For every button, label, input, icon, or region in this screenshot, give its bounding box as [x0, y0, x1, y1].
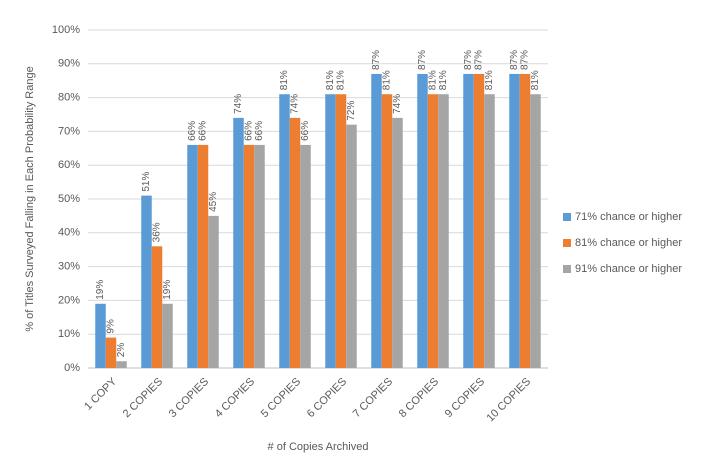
y-tick-label: 10% [58, 328, 80, 340]
legend-label: 81% chance or higher [575, 237, 682, 249]
bar [519, 73, 531, 368]
value-label: 72% [346, 101, 357, 121]
y-tick-label: 50% [58, 193, 80, 205]
value-label: 19% [95, 280, 106, 300]
y-tick-label: 100% [52, 24, 80, 36]
y-axis-title: % of Titles Surveyed Falling in Each Pro… [24, 66, 36, 331]
value-label: 87% [520, 50, 531, 70]
bar [243, 144, 255, 368]
legend-swatch [563, 239, 571, 247]
value-label: 19% [162, 280, 173, 300]
bar [427, 94, 439, 368]
bar [371, 73, 382, 368]
value-label: 36% [152, 222, 163, 242]
bar [151, 246, 163, 368]
value-label: 87% [417, 50, 428, 70]
value-label: 87% [463, 50, 474, 70]
value-label: 81% [336, 70, 347, 90]
y-tick-label: 40% [58, 227, 80, 239]
bar [187, 144, 198, 368]
y-tick-label: 80% [58, 92, 80, 104]
value-label: 81% [484, 70, 495, 90]
bar [141, 195, 152, 368]
value-label: 66% [254, 121, 265, 141]
value-label: 66% [244, 121, 255, 141]
value-label: 81% [530, 70, 541, 90]
bar [254, 144, 265, 368]
bar [509, 73, 520, 368]
bar [346, 124, 357, 368]
bar [438, 94, 449, 368]
value-label: 66% [198, 121, 209, 141]
bar [335, 94, 347, 368]
bar [463, 73, 474, 368]
value-label: 81% [438, 70, 449, 90]
value-label: 2% [116, 343, 127, 358]
value-label: 74% [290, 94, 301, 114]
value-label: 87% [371, 50, 382, 70]
bar [279, 94, 290, 368]
bar [116, 361, 127, 368]
value-label: 87% [474, 50, 485, 70]
value-label: 51% [141, 171, 152, 191]
value-label: 81% [325, 70, 336, 90]
legend-swatch [563, 265, 571, 273]
bar [325, 94, 336, 368]
bar [289, 117, 301, 368]
bar [105, 337, 117, 368]
legend-label: 71% chance or higher [575, 211, 682, 223]
bar [233, 117, 244, 368]
value-label: 9% [106, 319, 117, 334]
value-label: 81% [279, 70, 290, 90]
y-tick-label: 20% [58, 294, 80, 306]
legend-label: 91% chance or higher [575, 263, 682, 275]
bar [197, 144, 209, 368]
bar [417, 73, 428, 368]
bar [381, 94, 393, 368]
bar [208, 215, 219, 368]
bar [392, 117, 403, 368]
value-label: 81% [428, 70, 439, 90]
y-tick-label: 30% [58, 261, 80, 273]
y-tick-label: 90% [58, 58, 80, 70]
bar [473, 73, 485, 368]
y-tick-label: 0% [64, 362, 80, 374]
y-tick-label: 60% [58, 159, 80, 171]
bar [95, 303, 106, 368]
value-label: 66% [300, 121, 311, 141]
x-axis-title: # of Copies Archived [268, 441, 369, 453]
legend-swatch [563, 213, 571, 221]
value-label: 87% [509, 50, 520, 70]
value-label: 66% [187, 121, 198, 141]
value-label: 81% [382, 70, 393, 90]
bar [484, 94, 495, 368]
value-label: 74% [392, 94, 403, 114]
y-tick-label: 70% [58, 125, 80, 137]
bar [300, 144, 311, 368]
bar [162, 303, 173, 368]
value-label: 74% [233, 94, 244, 114]
value-label: 45% [208, 192, 219, 212]
bar [530, 94, 541, 368]
